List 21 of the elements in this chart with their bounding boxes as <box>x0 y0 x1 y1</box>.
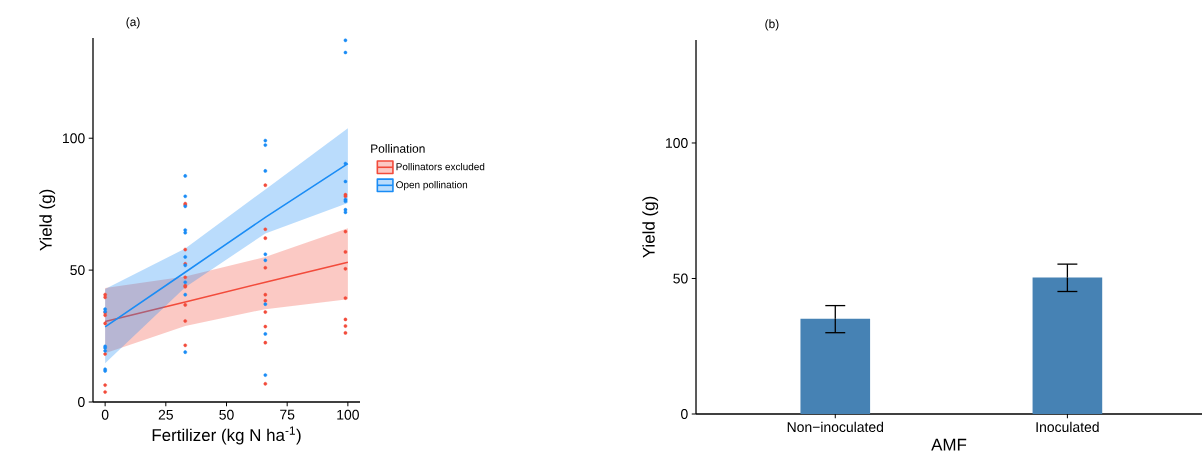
x-tick-label: 0 <box>101 409 109 420</box>
x-tick-label: 75 <box>280 409 295 420</box>
chart-title: (a) <box>126 17 140 29</box>
y-tick-label: 50 <box>673 273 688 284</box>
x-tick-label: Non−inoculated <box>787 421 884 433</box>
x-axis-title: Fertilizer (kg N ha$^{-1}$) <box>152 426 301 445</box>
y-axis-title: Yield (g) <box>39 189 56 251</box>
x-tick-label: 100 <box>337 409 359 420</box>
x-axis-title: AMF <box>931 438 967 451</box>
x-tick-label: 25 <box>158 409 173 420</box>
legend-label: Pollinators excluded <box>396 162 485 171</box>
y-tick-label: 0 <box>78 397 85 407</box>
x-tick-label: 50 <box>219 409 234 420</box>
chart-title: (b) <box>765 19 779 31</box>
y-tick-label: 100 <box>63 133 85 144</box>
legend-title: Pollination <box>371 144 425 153</box>
y-tick-label: 100 <box>666 138 688 148</box>
y-tick-label: 50 <box>70 265 85 276</box>
y-axis-title: Yield (g) <box>642 196 659 258</box>
legend-label: Open pollination <box>396 180 468 191</box>
x-tick-label: Inoculated <box>1036 421 1099 433</box>
